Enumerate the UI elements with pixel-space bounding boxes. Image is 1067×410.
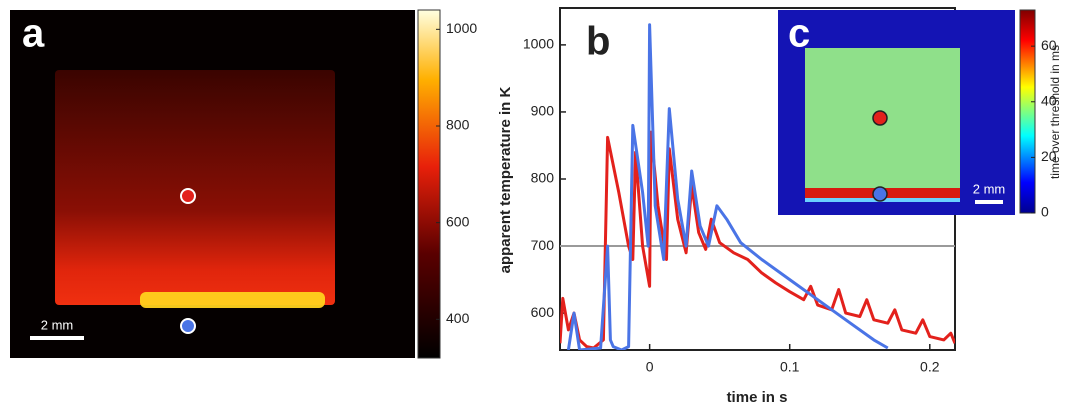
y-tick-label: 900 xyxy=(531,103,555,119)
colorbar-tick-label: 600 xyxy=(446,213,470,229)
series-line xyxy=(560,130,955,350)
x-tick-label: 0.2 xyxy=(920,359,940,375)
x-tick-label: 0 xyxy=(646,359,654,375)
y-axis-label: apparent temperature in K xyxy=(497,86,514,273)
colorbar xyxy=(1019,9,1036,214)
plot-lines xyxy=(560,23,955,350)
marker xyxy=(872,110,888,126)
colorbar-label: time over threshold in ms xyxy=(1048,45,1062,179)
y-tick-label: 800 xyxy=(531,170,555,186)
colorbar-tick-label: 60 xyxy=(1041,37,1057,53)
y-tick-label: 600 xyxy=(531,304,555,320)
hot-strip xyxy=(140,292,325,308)
panel-c: 2 mm c time over threshold in ms xyxy=(778,9,1062,215)
colorbar-tick-label: 400 xyxy=(446,310,470,326)
scale-bar-label: 2 mm xyxy=(41,317,74,332)
colorbar-tick-label: 800 xyxy=(446,117,470,133)
colorbar-tick-label: 1000 xyxy=(446,20,477,36)
y-tick-label: 1000 xyxy=(523,36,554,52)
colorbar-tick-label: 20 xyxy=(1041,148,1057,164)
y-tick-label: 700 xyxy=(531,237,555,253)
x-axis-label: time in s xyxy=(727,389,788,406)
marker xyxy=(180,188,196,204)
panel-label: a xyxy=(22,12,45,56)
sample xyxy=(55,70,335,305)
panel-label: b xyxy=(586,20,610,64)
panel-label: c xyxy=(788,12,810,56)
colorbar-tick-label: 40 xyxy=(1041,92,1057,108)
panel-a: 2 mm a xyxy=(10,9,441,359)
scale-bar-label: 2 mm xyxy=(973,181,1006,196)
colorbar xyxy=(417,9,441,359)
x-tick-label: 0.1 xyxy=(780,359,800,375)
marker xyxy=(180,318,196,334)
series-line xyxy=(566,23,889,350)
marker xyxy=(872,186,888,202)
colorbar-tick-label: 0 xyxy=(1041,204,1049,220)
